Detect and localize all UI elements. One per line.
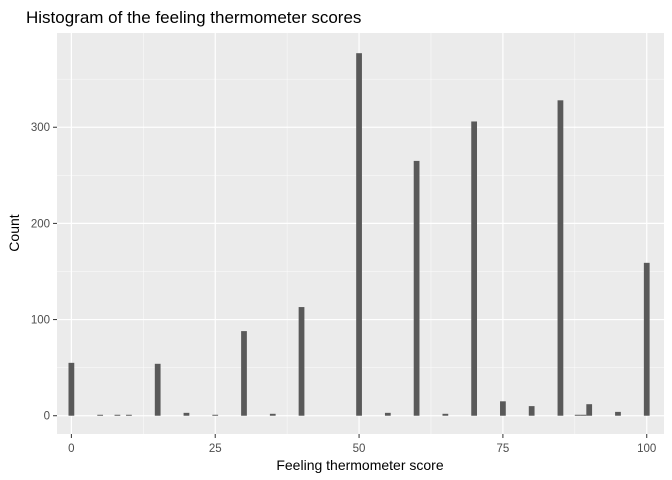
histogram-bar xyxy=(384,412,391,416)
y-axis-title: Count xyxy=(6,214,22,251)
x-axis-title: Feeling thermometer score xyxy=(276,457,444,473)
histogram-bar xyxy=(154,363,161,416)
y-tick-label: 100 xyxy=(31,315,50,327)
x-tick-label: 100 xyxy=(637,443,656,455)
x-tick-label: 75 xyxy=(497,443,510,455)
y-tick-label: 200 xyxy=(31,218,50,230)
histogram-bar xyxy=(586,404,593,416)
histogram-bar xyxy=(97,414,104,416)
histogram-bar xyxy=(528,406,535,416)
histogram-bar xyxy=(643,262,650,416)
histogram-bar xyxy=(615,411,621,416)
histogram-bar xyxy=(500,401,506,416)
x-axis: 0 25 50 75 100 xyxy=(68,434,656,455)
histogram-bar xyxy=(442,413,449,416)
x-tick-label: 50 xyxy=(353,443,366,455)
histogram-bar xyxy=(241,331,247,416)
histogram-bar xyxy=(298,307,305,416)
histogram-bar xyxy=(413,160,420,416)
histogram-bar xyxy=(114,414,121,416)
y-tick-label: 300 xyxy=(31,122,50,134)
histogram-bar xyxy=(471,121,478,416)
histogram-bar xyxy=(126,414,132,416)
histogram-bar xyxy=(580,414,587,416)
histogram-bar xyxy=(269,413,276,416)
y-axis: 0 100 200 300 xyxy=(31,122,57,423)
histogram-bar xyxy=(574,414,581,416)
histogram-bar xyxy=(557,100,564,416)
chart-title: Histogram of the feeling thermometer sco… xyxy=(26,8,361,27)
histogram-bar xyxy=(183,412,190,416)
histogram-bar xyxy=(68,362,75,416)
histogram-bar xyxy=(212,414,219,416)
x-tick-label: 0 xyxy=(68,443,74,455)
x-tick-label: 25 xyxy=(209,443,222,455)
histogram-bar xyxy=(356,53,362,416)
bars xyxy=(68,53,650,416)
y-tick-label: 0 xyxy=(44,411,50,423)
